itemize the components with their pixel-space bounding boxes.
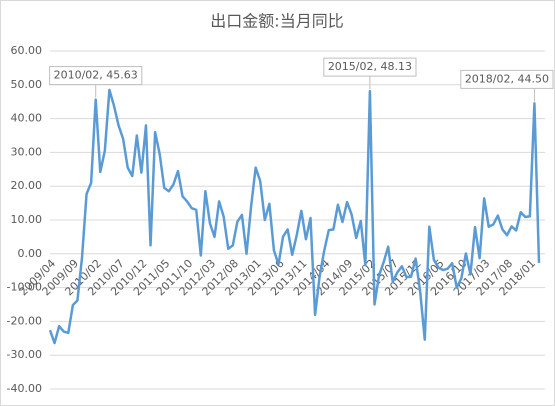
annotation: 2018/02, 44.50: [460, 69, 554, 102]
chart-title: 出口金额:当月同比: [210, 12, 343, 31]
annotation: 2010/02, 45.63: [49, 66, 143, 98]
y-tick-label: 60.00: [11, 44, 43, 57]
y-tick-label: 20.00: [11, 179, 43, 192]
y-tick-label: 50.00: [11, 78, 43, 91]
annotation-label: 2010/02, 45.63: [54, 69, 138, 82]
annotation-label: 2015/02, 48.13: [328, 60, 412, 73]
y-tick-label: -10.00: [7, 281, 42, 294]
y-tick-label: 0.00: [18, 247, 43, 260]
annotation: 2015/02, 48.13: [323, 57, 417, 90]
y-tick-label: 30.00: [11, 145, 43, 158]
series-line: [48, 88, 541, 345]
annotation-box: [460, 69, 554, 89]
y-tick-label: -30.00: [7, 348, 42, 361]
y-tick-label: -20.00: [7, 314, 42, 327]
y-tick-label: 40.00: [11, 112, 43, 125]
y-tick-label: 10.00: [11, 213, 43, 226]
y-tick-label: -40.00: [7, 382, 42, 395]
annotation-label: 2018/02, 44.50: [465, 72, 549, 85]
